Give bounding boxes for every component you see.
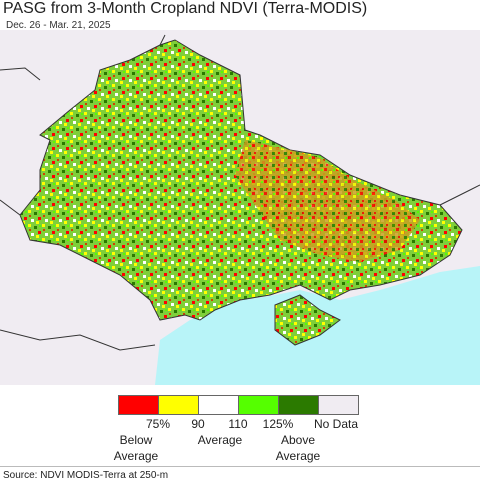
- dry-region: [235, 140, 420, 262]
- border: [0, 67, 41, 81]
- border: [439, 184, 480, 206]
- legend-no-data-label: No Data: [313, 417, 359, 431]
- border: [0, 199, 21, 216]
- border: [159, 34, 166, 46]
- legend-tick-label: 75%: [145, 417, 171, 431]
- map-title: PASG from 3-Month Cropland NDVI (Terra-M…: [3, 0, 368, 17]
- legend-tick-label: 125%: [262, 417, 294, 431]
- peninsula: [274, 294, 341, 346]
- map: [0, 30, 480, 385]
- separator: [0, 466, 480, 467]
- legend-swatch: [278, 395, 319, 415]
- legend-swatch: [118, 395, 159, 415]
- map-subtitle: Dec. 26 - Mar. 21, 2025: [6, 20, 111, 31]
- legend-tick-label: 90: [191, 417, 205, 431]
- legend-tick-label: 110: [228, 417, 248, 431]
- legend: [118, 395, 359, 415]
- border: [0, 329, 156, 351]
- legend-class-label: Below Average: [113, 433, 159, 463]
- legend-swatch: [198, 395, 239, 415]
- legend-class-label: Above Average: [275, 433, 321, 463]
- legend-swatch: [238, 395, 279, 415]
- legend-class-label: Average: [197, 433, 243, 447]
- legend-swatch: [158, 395, 199, 415]
- source-note: Source: NDVI MODIS-Terra at 250-m: [3, 470, 169, 481]
- legend-swatch: [318, 395, 359, 415]
